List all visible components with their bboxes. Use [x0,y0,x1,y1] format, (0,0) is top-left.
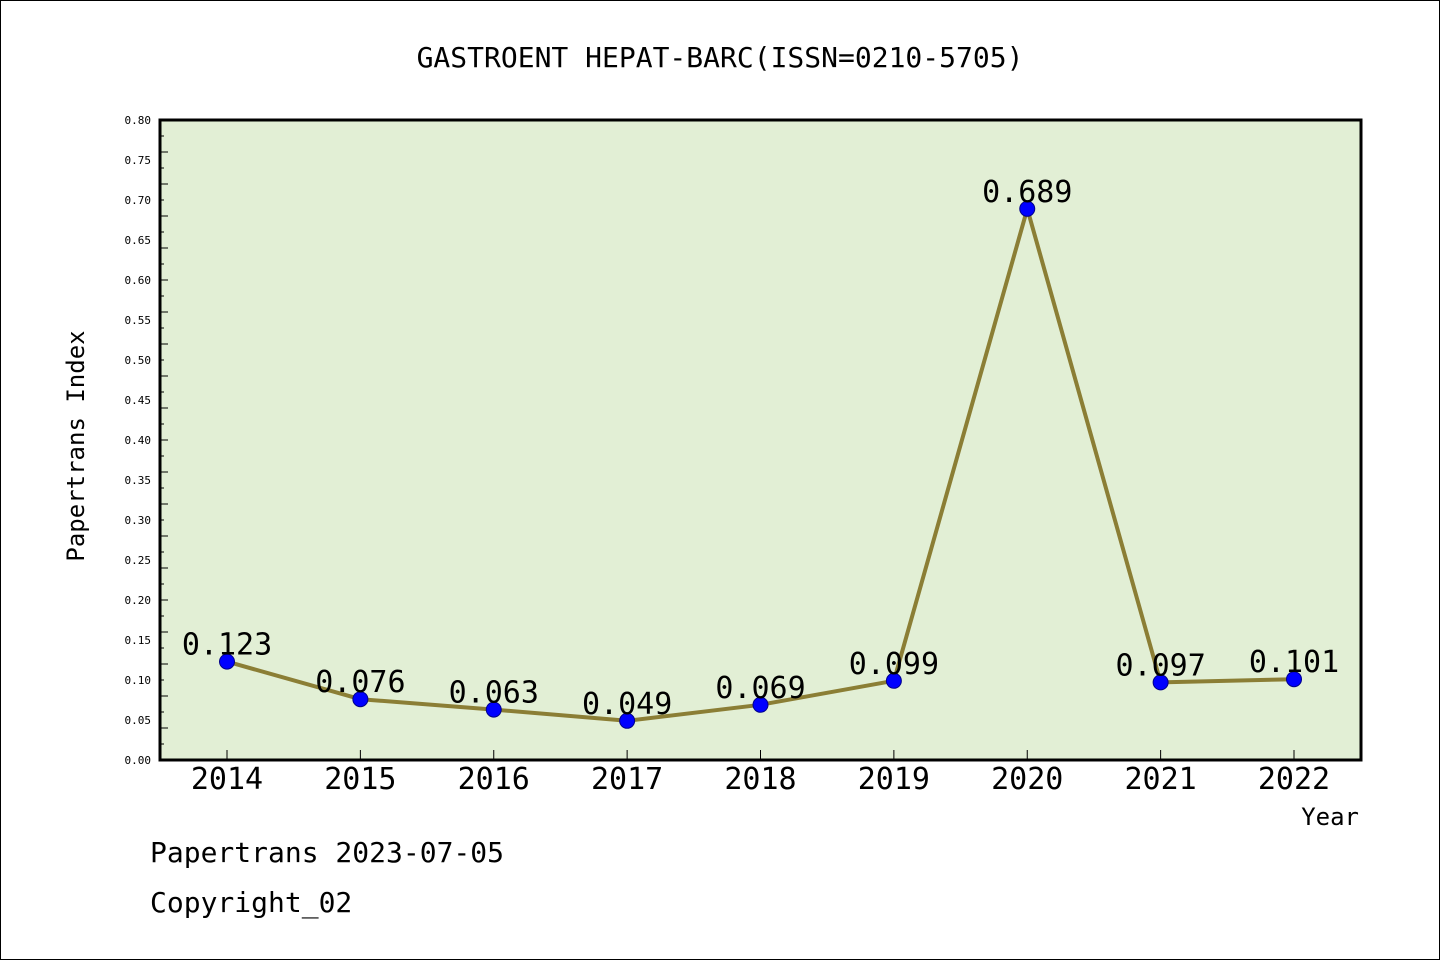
data-label: 0.069 [715,671,805,706]
x-tick-label: 2015 [324,762,396,797]
y-tick-label: 0.05 [125,714,152,727]
x-axis-title: Year [1301,803,1359,831]
x-tick-label: 2018 [724,762,796,797]
data-label: 0.049 [582,687,672,722]
x-tick-label: 2017 [591,762,663,797]
data-point-marker [752,696,769,713]
y-tick-label: 0.60 [125,274,152,287]
footer-source: Papertrans 2023-07-05 [150,836,505,869]
data-point-marker [352,691,369,708]
data-label: 0.063 [449,676,539,711]
data-point-marker [1019,200,1036,217]
y-tick-label: 0.40 [125,434,152,447]
x-tick-label: 2016 [458,762,530,797]
data-labels: 0.123 0.076 0.063 0.049 0.069 0.099 0.689 0.097… [182,175,1339,722]
y-tick-label: 0.75 [125,154,152,167]
plot-area [158,118,1363,762]
y-tick-label: 0.15 [125,634,152,647]
data-label: 0.076 [315,665,405,700]
x-axis: 2014 2015 2016 2017 2018 2019 2020 2021 2022 [191,750,1330,797]
y-tick-label: 0.55 [125,314,152,327]
data-label: 0.689 [982,175,1072,210]
data-point-marker [619,712,636,729]
y-tick-label: 0.30 [125,514,152,527]
data-point-marker [219,653,235,670]
y-tick-label: 0.80 [125,114,152,127]
data-point-marker [485,701,502,718]
y-tick-label: 0.20 [125,594,152,607]
x-tick-label: 2021 [1125,762,1197,797]
y-tick-label: 0.50 [125,354,152,367]
y-tick-label: 0.00 [125,754,152,767]
data-label: 0.123 [182,628,272,663]
y-tick-label: 0.45 [125,394,152,407]
y-tick-label: 0.70 [125,194,152,207]
footer-copyright: Copyright_02 [150,886,353,919]
data-point-marker [1286,671,1302,688]
chart-title: GASTROENT HEPAT-BARC(ISSN=0210-5705) [417,41,1024,74]
data-point-marker [1152,674,1169,691]
y-tick-label: 0.10 [125,674,152,687]
y-axis: 0.00 0.05 0.10 0.15 0.20 0.25 0.30 0.35 0.40 0.45… [125,114,168,767]
x-tick-label: 2020 [991,762,1063,797]
y-tick-label: 0.25 [125,554,152,567]
series-markers [219,200,1302,729]
y-axis-title: Papertrans Index [62,330,90,561]
data-label: 0.097 [1115,648,1205,683]
data-label: 0.101 [1249,645,1339,680]
x-tick-label: 2019 [858,762,930,797]
x-tick-label: 2022 [1258,762,1330,797]
data-label: 0.099 [849,647,939,682]
y-tick-label: 0.65 [125,234,152,247]
data-point-marker [885,672,902,689]
y-tick-label: 0.35 [125,474,152,487]
x-tick-label: 2014 [191,762,263,797]
